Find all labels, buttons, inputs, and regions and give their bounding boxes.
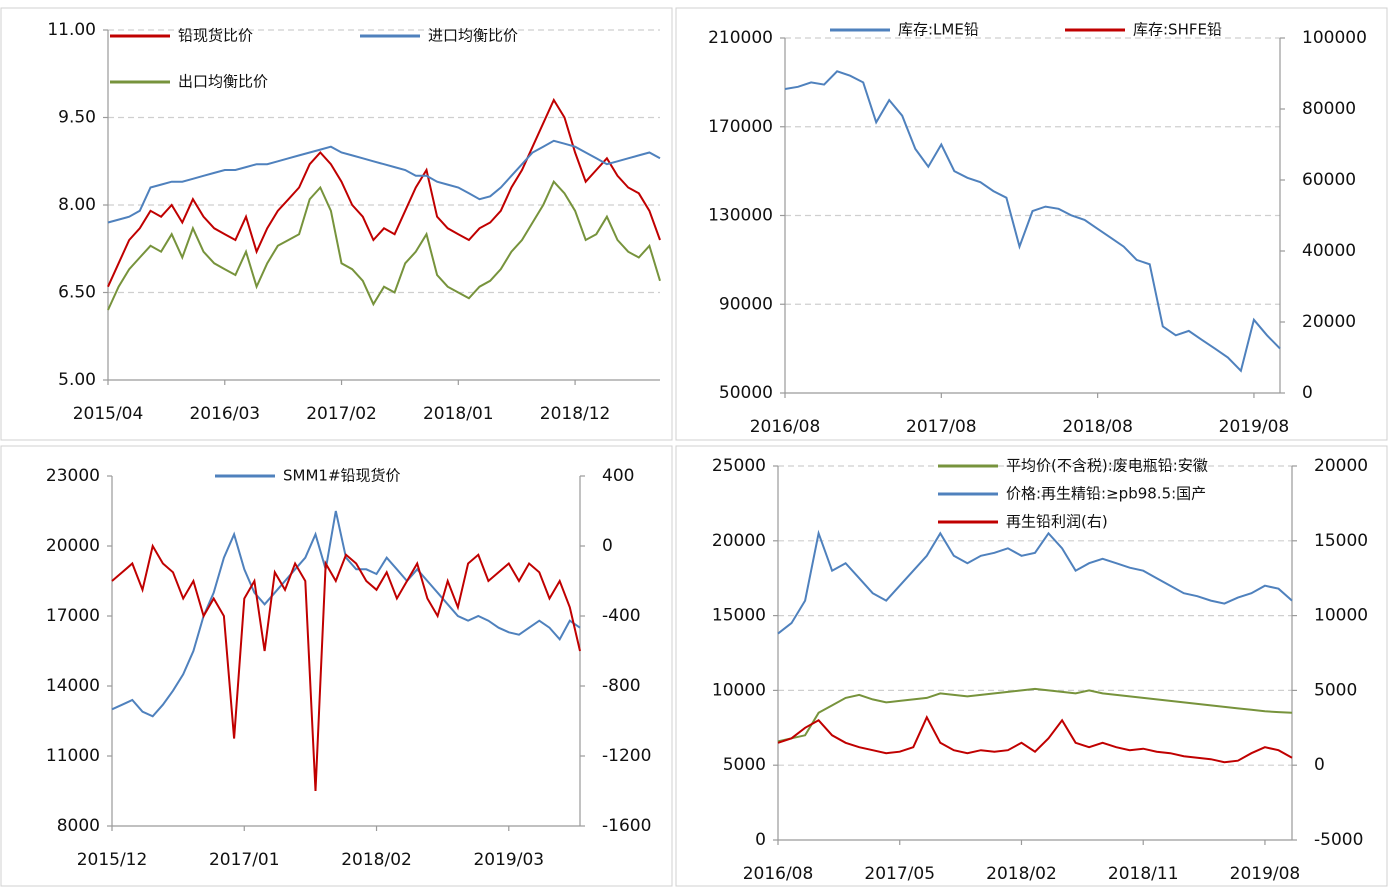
y-tick-label: 0: [755, 830, 766, 850]
y2-tick-label: 0: [602, 536, 613, 556]
panel-frame: [0, 7, 673, 441]
y2-tick-label: 15000: [1314, 531, 1368, 551]
y2-tick-label: -800: [602, 676, 641, 696]
y2-tick-label: 20000: [1314, 456, 1368, 476]
legend-label: 平均价(不含税):废电瓶铅:安徽: [1006, 457, 1208, 475]
y-tick-label: 210000: [708, 28, 773, 48]
x-tick-label: 2019/03: [473, 850, 544, 870]
series-line: [107, 139, 661, 224]
y-tick-label: 90000: [719, 294, 773, 314]
x-tick-label: 2017/01: [209, 850, 280, 870]
y-tick-label: 10000: [712, 680, 766, 700]
y-tick-label: 6.50: [58, 283, 96, 303]
series-line: [784, 70, 1281, 373]
y-tick-label: 9.50: [58, 108, 96, 128]
y-tick-label: 5.00: [58, 370, 96, 390]
y-tick-label: 14000: [46, 676, 100, 696]
x-tick-label: 2018/01: [423, 404, 494, 424]
x-tick-label: 2016/08: [750, 417, 821, 437]
legend-label: SMM1#铅现货价: [283, 467, 401, 485]
legend-label: 库存:LME铅: [898, 21, 979, 39]
y-tick-label: 11000: [46, 746, 100, 766]
panel-frame: [675, 7, 1388, 441]
x-tick-label: 2018/11: [1108, 864, 1179, 884]
x-tick-label: 2016/08: [743, 864, 814, 884]
y-tick-label: 8.00: [58, 195, 96, 215]
y-tick-label: 23000: [46, 466, 100, 486]
y-tick-label: 20000: [46, 536, 100, 556]
y-tick-label: 8000: [57, 816, 100, 836]
y2-tick-label: 5000: [1314, 680, 1357, 700]
y2-tick-label: 40000: [1302, 241, 1356, 261]
panel-frame: [675, 445, 1388, 887]
legend-label: 出口均衡比价: [178, 73, 268, 91]
legend-label: 铅现货比价: [178, 27, 253, 45]
x-tick-label: 2017/02: [306, 404, 377, 424]
series-line: [111, 543, 581, 792]
x-tick-label: 2019/08: [1219, 417, 1290, 437]
y-tick-label: 130000: [708, 206, 773, 226]
legend-label: 再生铅利润(右): [1006, 513, 1108, 531]
y2-tick-label: -1600: [602, 816, 651, 836]
series-line: [777, 529, 1293, 635]
x-tick-label: 2015/12: [77, 850, 148, 870]
y2-tick-label: -5000: [1314, 830, 1363, 850]
y-tick-label: 25000: [712, 456, 766, 476]
y2-tick-label: 60000: [1302, 170, 1356, 190]
y2-tick-label: 20000: [1302, 312, 1356, 332]
y-tick-label: 170000: [708, 117, 773, 137]
x-tick-label: 2017/05: [864, 864, 935, 884]
y2-tick-label: -1200: [602, 746, 651, 766]
series-line: [111, 510, 581, 718]
y2-tick-label: 80000: [1302, 99, 1356, 119]
series-line: [777, 687, 1293, 743]
y2-tick-label: -400: [602, 606, 641, 626]
y2-tick-label: 0: [1302, 383, 1313, 403]
y-tick-label: 5000: [723, 755, 766, 775]
y-tick-label: 11.00: [47, 20, 96, 40]
x-tick-label: 2019/08: [1230, 864, 1301, 884]
y-tick-label: 15000: [712, 606, 766, 626]
series-line: [107, 97, 661, 288]
legend-label: 进口均衡比价: [428, 27, 518, 45]
x-tick-label: 2016/03: [189, 404, 260, 424]
y2-tick-label: 0: [1314, 755, 1325, 775]
y2-tick-label: 100000: [1302, 28, 1367, 48]
series-line: [107, 179, 661, 311]
y-tick-label: 50000: [719, 383, 773, 403]
legend-label: 价格:再生精铅:≥pb98.5:国产: [1006, 485, 1206, 503]
y-tick-label: 17000: [46, 606, 100, 626]
x-tick-label: 2017/08: [906, 417, 977, 437]
x-tick-label: 2018/02: [986, 864, 1057, 884]
y-tick-label: 20000: [712, 531, 766, 551]
x-tick-label: 2018/12: [540, 404, 611, 424]
series-line: [777, 715, 1293, 764]
y2-tick-label: 400: [602, 466, 634, 486]
panel-frame: [0, 445, 673, 887]
x-tick-label: 2018/08: [1062, 417, 1133, 437]
x-tick-label: 2018/02: [341, 850, 412, 870]
legend-label: 库存:SHFE铅: [1133, 21, 1222, 39]
x-tick-label: 2015/04: [73, 404, 144, 424]
y2-tick-label: 10000: [1314, 606, 1368, 626]
